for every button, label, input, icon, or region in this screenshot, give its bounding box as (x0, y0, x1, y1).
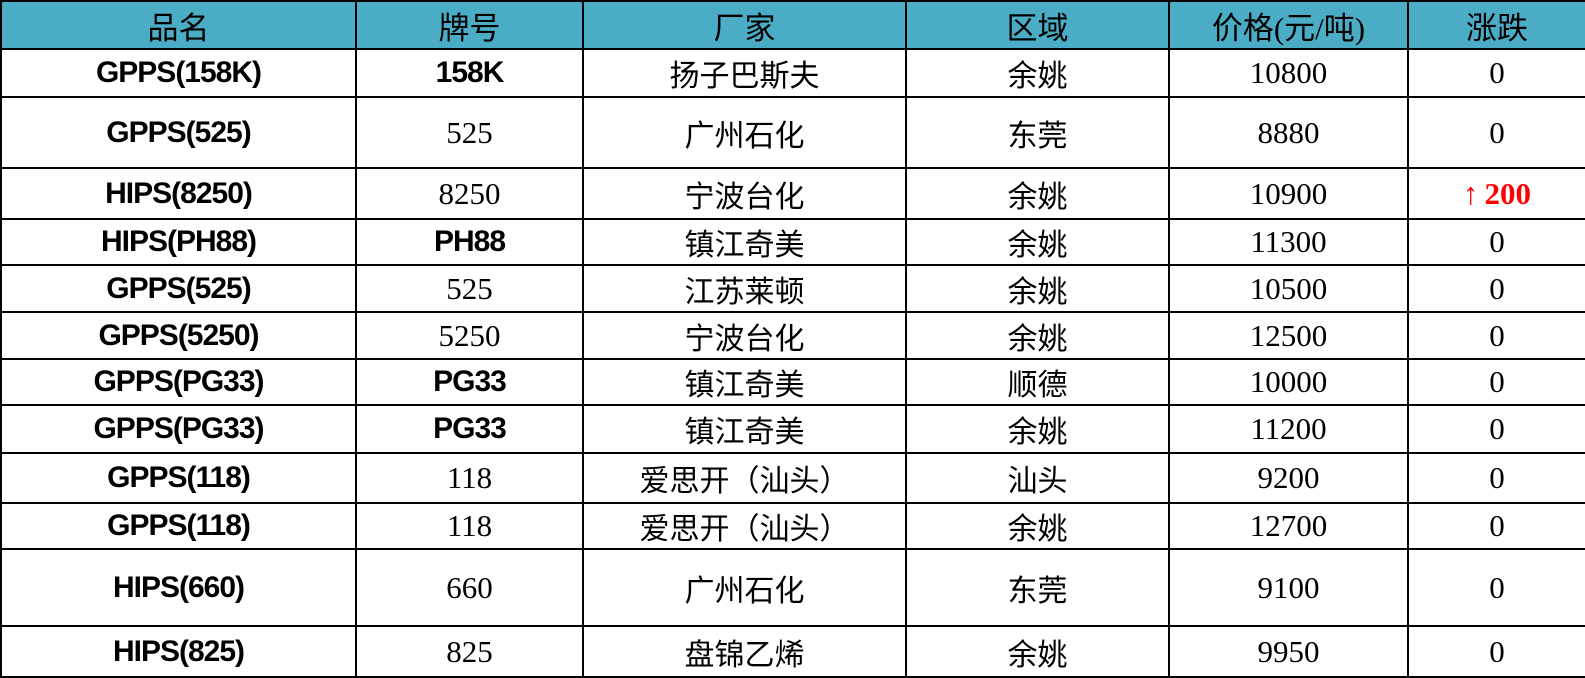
cell-region: 余姚 (905, 502, 1170, 550)
cell-price: 10000 (1168, 358, 1409, 406)
header-row: 品名 牌号 厂家 区域 价格(元/吨) 涨跌 (0, 0, 1585, 50)
table-row: HIPS(660) 660 广州石化 东莞 9100 0 (0, 548, 1585, 627)
table-row: GPPS(118) 118 爱思开（汕头） 余姚 12700 0 (0, 502, 1585, 550)
cell-grade: 825 (355, 625, 584, 678)
table-body: GPPS(158K) 158K 扬子巴斯夫 余姚 10800 0 GPPS(525) 525 广… (0, 48, 1585, 678)
cell-price: 9200 (1168, 452, 1409, 504)
column-header-col-manufacturer: 厂家 (582, 0, 907, 50)
cell-manufacturer: 爱思开（汕头） (582, 502, 907, 550)
cell-price: 11200 (1168, 404, 1409, 454)
table-row: HIPS(825) 825 盘锦乙烯 余姚 9950 0 (0, 625, 1585, 678)
cell-change: 0 (1407, 452, 1585, 504)
cell-grade: 5250 (355, 311, 584, 360)
cell-region: 余姚 (905, 404, 1170, 454)
cell-price: 8880 (1168, 96, 1409, 169)
cell-price: 9950 (1168, 625, 1409, 678)
cell-product: GPPS(158K) (0, 48, 357, 98)
cell-change: 0 (1407, 548, 1585, 627)
column-header-col-region: 区域 (905, 0, 1170, 50)
cell-price: 9100 (1168, 548, 1409, 627)
cell-manufacturer: 镇江奇美 (582, 358, 907, 406)
cell-product: GPPS(5250) (0, 311, 357, 360)
cell-change: 0 (1407, 48, 1585, 98)
cell-region: 余姚 (905, 311, 1170, 360)
cell-region: 顺德 (905, 358, 1170, 406)
cell-grade: 525 (355, 96, 584, 169)
cell-manufacturer: 广州石化 (582, 96, 907, 169)
cell-region: 余姚 (905, 218, 1170, 266)
cell-grade: 8250 (355, 167, 584, 220)
table-row: GPPS(PG33) PG33 镇江奇美 顺德 10000 0 (0, 358, 1585, 406)
cell-change: 0 (1407, 502, 1585, 550)
table-row: HIPS(8250) 8250 宁波台化 余姚 10900 ↑ 200 (0, 167, 1585, 220)
cell-region: 余姚 (905, 167, 1170, 220)
cell-change: 0 (1407, 264, 1585, 313)
cell-grade: 158K (355, 48, 584, 98)
cell-region: 东莞 (905, 548, 1170, 627)
cell-product: HIPS(PH88) (0, 218, 357, 266)
cell-grade: 660 (355, 548, 584, 627)
cell-price: 10900 (1168, 167, 1409, 220)
cell-price: 10500 (1168, 264, 1409, 313)
cell-change: 0 (1407, 96, 1585, 169)
column-header-col-grade: 牌号 (355, 0, 584, 50)
cell-change: 0 (1407, 218, 1585, 266)
cell-price: 10800 (1168, 48, 1409, 98)
cell-manufacturer: 镇江奇美 (582, 404, 907, 454)
cell-manufacturer: 广州石化 (582, 548, 907, 627)
cell-product: GPPS(525) (0, 264, 357, 313)
cell-grade: PH88 (355, 218, 584, 266)
cell-manufacturer: 爱思开（汕头） (582, 452, 907, 504)
column-header-col-price: 价格(元/吨) (1168, 0, 1409, 50)
cell-manufacturer: 镇江奇美 (582, 218, 907, 266)
cell-manufacturer: 宁波台化 (582, 167, 907, 220)
up-arrow-icon: ↑ (1463, 175, 1479, 211)
cell-grade: PG33 (355, 358, 584, 406)
cell-product: GPPS(525) (0, 96, 357, 169)
cell-product: HIPS(825) (0, 625, 357, 678)
cell-region: 余姚 (905, 625, 1170, 678)
table-header: 品名 牌号 厂家 区域 价格(元/吨) 涨跌 (0, 0, 1585, 50)
cell-grade: 118 (355, 502, 584, 550)
cell-product: GPPS(PG33) (0, 358, 357, 406)
cell-price: 12500 (1168, 311, 1409, 360)
cell-region: 余姚 (905, 48, 1170, 98)
table-row: GPPS(PG33) PG33 镇江奇美 余姚 11200 0 (0, 404, 1585, 454)
cell-region: 余姚 (905, 264, 1170, 313)
cell-grade: 118 (355, 452, 584, 504)
cell-change: ↑ 200 (1407, 167, 1585, 220)
table-row: GPPS(525) 525 广州石化 东莞 8880 0 (0, 96, 1585, 169)
cell-product: GPPS(PG33) (0, 404, 357, 454)
cell-manufacturer: 江苏莱顿 (582, 264, 907, 313)
cell-price: 11300 (1168, 218, 1409, 266)
cell-manufacturer: 扬子巴斯夫 (582, 48, 907, 98)
table-row: GPPS(525) 525 江苏莱顿 余姚 10500 0 (0, 264, 1585, 313)
table-row: GPPS(5250) 5250 宁波台化 余姚 12500 0 (0, 311, 1585, 360)
cell-product: GPPS(118) (0, 452, 357, 504)
cell-grade: 525 (355, 264, 584, 313)
table-row: HIPS(PH88) PH88 镇江奇美 余姚 11300 0 (0, 218, 1585, 266)
cell-product: HIPS(8250) (0, 167, 357, 220)
cell-price: 12700 (1168, 502, 1409, 550)
cell-grade: PG33 (355, 404, 584, 454)
cell-manufacturer: 宁波台化 (582, 311, 907, 360)
cell-change: 0 (1407, 358, 1585, 406)
cell-product: GPPS(118) (0, 502, 357, 550)
cell-product: HIPS(660) (0, 548, 357, 627)
table-row: GPPS(118) 118 爱思开（汕头） 汕头 9200 0 (0, 452, 1585, 504)
cell-change: 0 (1407, 311, 1585, 360)
cell-change: 0 (1407, 625, 1585, 678)
column-header-col-change: 涨跌 (1407, 0, 1585, 50)
cell-manufacturer: 盘锦乙烯 (582, 625, 907, 678)
column-header-col-product: 品名 (0, 0, 357, 50)
cell-region: 东莞 (905, 96, 1170, 169)
cell-region: 汕头 (905, 452, 1170, 504)
cell-change: 0 (1407, 404, 1585, 454)
table-row: GPPS(158K) 158K 扬子巴斯夫 余姚 10800 0 (0, 48, 1585, 98)
